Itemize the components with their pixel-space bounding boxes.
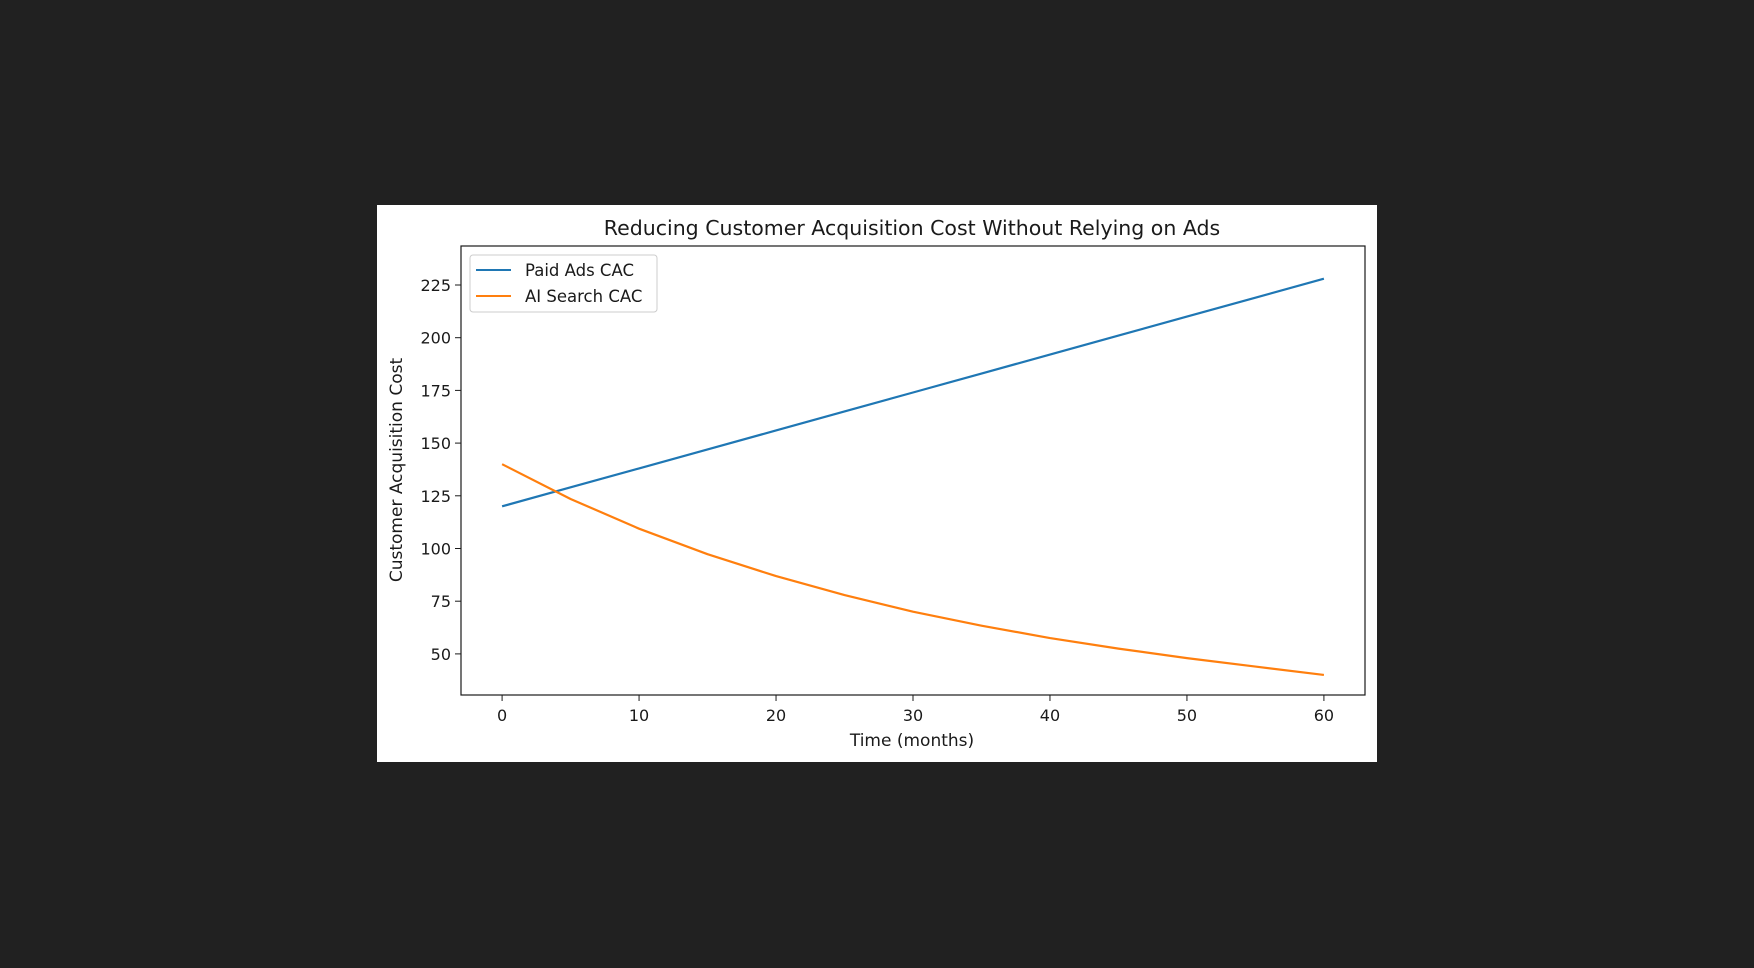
y-tick-label: 50 (431, 645, 451, 664)
series-layer (501, 277, 1325, 677)
x-tick-label: 10 (629, 706, 649, 725)
y-tick-label: 200 (420, 329, 451, 348)
x-tick-label: 20 (766, 706, 786, 725)
chart-title: Reducing Customer Acquisition Cost Witho… (604, 216, 1220, 240)
x-tick-label: 60 (1314, 706, 1334, 725)
y-tick-label: 150 (420, 434, 451, 453)
y-tick-label: 225 (420, 276, 451, 295)
legend-label-ai-search: AI Search CAC (525, 287, 642, 306)
y-tick-label: 75 (431, 592, 451, 611)
x-axis-label: Time (months) (849, 731, 974, 751)
x-tick-label: 30 (903, 706, 923, 725)
series-line-paid-ads (501, 277, 1325, 508)
x-axis-ticks: 0 10 20 30 40 50 60 (497, 695, 1334, 725)
y-tick-label: 125 (420, 487, 451, 506)
y-axis-ticks: 50 75 100 125 150 175 200 225 (420, 276, 461, 664)
legend: Paid Ads CAC AI Search CAC (469, 254, 658, 313)
x-tick-label: 50 (1177, 706, 1197, 725)
series-line-ai-search (501, 463, 1325, 677)
legend-label-paid-ads: Paid Ads CAC (525, 261, 634, 280)
legend-box (469, 254, 658, 313)
y-tick-label: 175 (420, 381, 451, 400)
y-tick-label: 100 (420, 539, 451, 558)
x-tick-label: 40 (1040, 706, 1060, 725)
y-axis-label: Customer Acquisition Cost (387, 358, 407, 583)
x-tick-label: 0 (497, 706, 507, 725)
